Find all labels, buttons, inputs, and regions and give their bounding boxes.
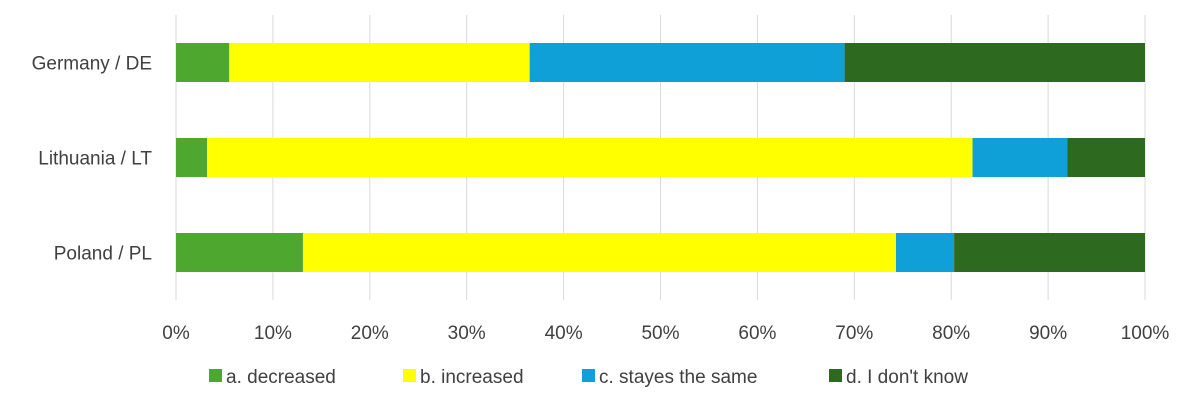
x-tick-label: 40% [545,323,583,344]
x-tick-label: 30% [448,323,486,344]
legend-swatch [829,369,842,382]
bars [176,43,1145,272]
category-label: Germany / DE [32,54,152,75]
legend-swatch [582,369,595,382]
bar-segment [529,43,845,82]
x-tick-label: 10% [254,323,292,344]
x-tick-labels: 0% 10% 20% 30% 40% 50% 60% 70% 80% 90% 100% [162,323,1169,344]
bar-segment [954,233,1145,272]
legend-label: d. I don't know [846,367,968,388]
legend-label: b. increased [420,367,524,388]
category-label: Lithuania / LT [38,149,152,170]
x-tick-label: 90% [1029,323,1067,344]
x-tick-label: 70% [835,323,873,344]
bar-segment [844,43,1145,82]
bar-segment [895,233,955,272]
legend: a. decreased b. increased c. stayes the sa… [209,367,968,388]
bar-segment [302,233,896,272]
x-tick-label: 60% [738,323,776,344]
legend-label: a. decreased [226,367,336,388]
legend-swatch [209,369,222,382]
x-tick-label: 0% [162,323,190,344]
x-tick-label: 50% [641,323,679,344]
bar-segment [1067,138,1145,177]
bar-segment [176,43,230,82]
x-tick-label: 80% [932,323,970,344]
legend-label: c. stayes the same [599,367,757,388]
x-tick-label: 20% [351,323,389,344]
bar-segment [207,138,973,177]
bar-segment [972,138,1068,177]
bar-segment [229,43,530,82]
category-labels: Germany / DE Lithuania / LT Poland / PL [32,54,153,265]
category-label: Poland / PL [54,244,152,265]
bar-segment [176,233,303,272]
x-tick-label: 100% [1121,323,1170,344]
bar-segment [176,138,208,177]
legend-swatch [403,369,416,382]
